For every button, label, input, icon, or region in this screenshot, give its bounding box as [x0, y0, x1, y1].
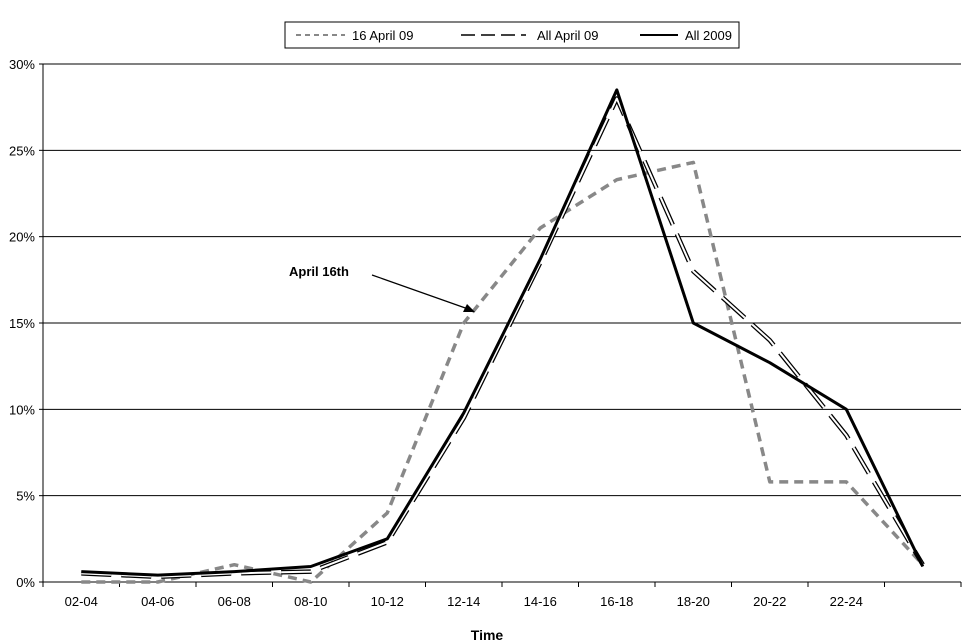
- annotation-arrow-line: [371, 274, 472, 311]
- annotation-label: April 16th: [289, 264, 349, 279]
- x-tick-label: 02-04: [65, 594, 98, 609]
- legend-label-16-april-09: 16 April 09: [352, 28, 413, 43]
- x-tick-label: 22-24: [830, 594, 863, 609]
- y-tick-labels: 0% 5% 10% 15% 20% 25% 30%: [9, 57, 35, 590]
- y-tick-label: 30%: [9, 57, 35, 72]
- x-tick-label: 16-18: [600, 594, 633, 609]
- y-tick-label: 10%: [9, 402, 35, 417]
- x-tick-label: 12-14: [447, 594, 480, 609]
- series-line: [81, 88, 925, 577]
- series-2: [81, 88, 925, 577]
- series-line: [81, 160, 925, 584]
- x-tick-label: 08-10: [294, 594, 327, 609]
- x-tick-label: 14-16: [524, 594, 557, 609]
- x-tick-labels: 02-04 04-06 06-08 08-10 10-12 12-14 14-16 16-18…: [65, 594, 863, 609]
- annotation-arrowhead: [463, 304, 475, 312]
- axes: [39, 63, 962, 587]
- x-tick-label: 10-12: [371, 594, 404, 609]
- series-0: [81, 160, 925, 584]
- y-tick-label: 5%: [16, 489, 35, 504]
- y-tick-label: 25%: [9, 143, 35, 158]
- x-tick-label: 06-08: [218, 594, 251, 609]
- y-tick-label: 15%: [9, 316, 35, 331]
- y-tick-label: 0%: [16, 575, 35, 590]
- grid-lines: [43, 63, 961, 497]
- series-line-inner: [81, 97, 924, 578]
- series-lines: [81, 88, 925, 584]
- series-1: [81, 96, 925, 580]
- legend: 16 April 09 All April 09 All 2009: [284, 21, 740, 49]
- x-tick-label: 04-06: [141, 594, 174, 609]
- x-tick-label: 20-22: [753, 594, 786, 609]
- x-tick-label: 18-20: [677, 594, 710, 609]
- y-tick-label: 20%: [9, 230, 35, 245]
- legend-label-all-april-09: All April 09: [537, 28, 598, 43]
- legend-label-all-2009: All 2009: [685, 28, 732, 43]
- annotation-april-16th: April 16th: [289, 264, 475, 312]
- x-axis-title: Time: [471, 627, 504, 643]
